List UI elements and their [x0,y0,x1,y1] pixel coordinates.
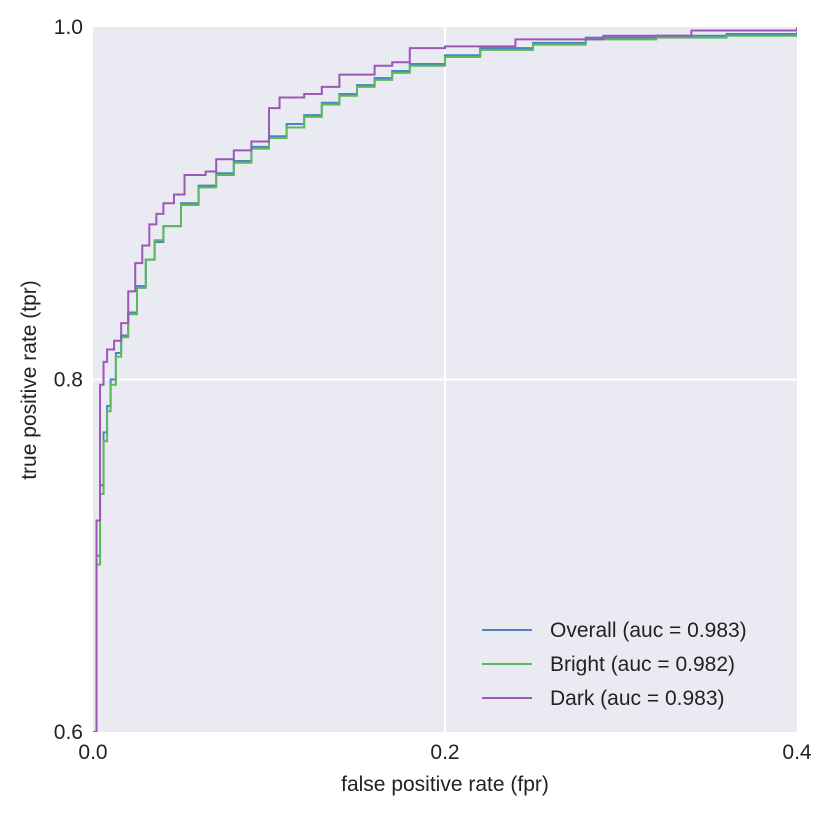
y-tick-label: 0.8 [54,369,83,392]
series-line-2 [93,27,797,732]
series-line-1 [93,34,797,732]
series-layer [93,27,797,732]
grid-lines [93,27,797,732]
x-tick-label: 0.0 [78,741,107,764]
tick-labels: 0.0 0.2 0.4 0.6 0.8 1.0 [54,16,812,764]
x-tick-label: 0.2 [430,741,459,764]
y-tick-label: 0.6 [54,721,83,744]
y-tick-label: 1.0 [54,16,83,39]
x-tick-label: 0.4 [782,741,812,764]
legend-label: Overall (auc = 0.983) [550,619,747,642]
legend-label: Dark (auc = 0.983) [550,687,725,710]
legend-label: Bright (auc = 0.982) [550,653,735,676]
y-axis-label: true positive rate (tpr) [18,280,41,480]
legend: Overall (auc = 0.983) Bright (auc = 0.982… [482,619,747,710]
x-axis-label: false positive rate (fpr) [341,773,549,796]
